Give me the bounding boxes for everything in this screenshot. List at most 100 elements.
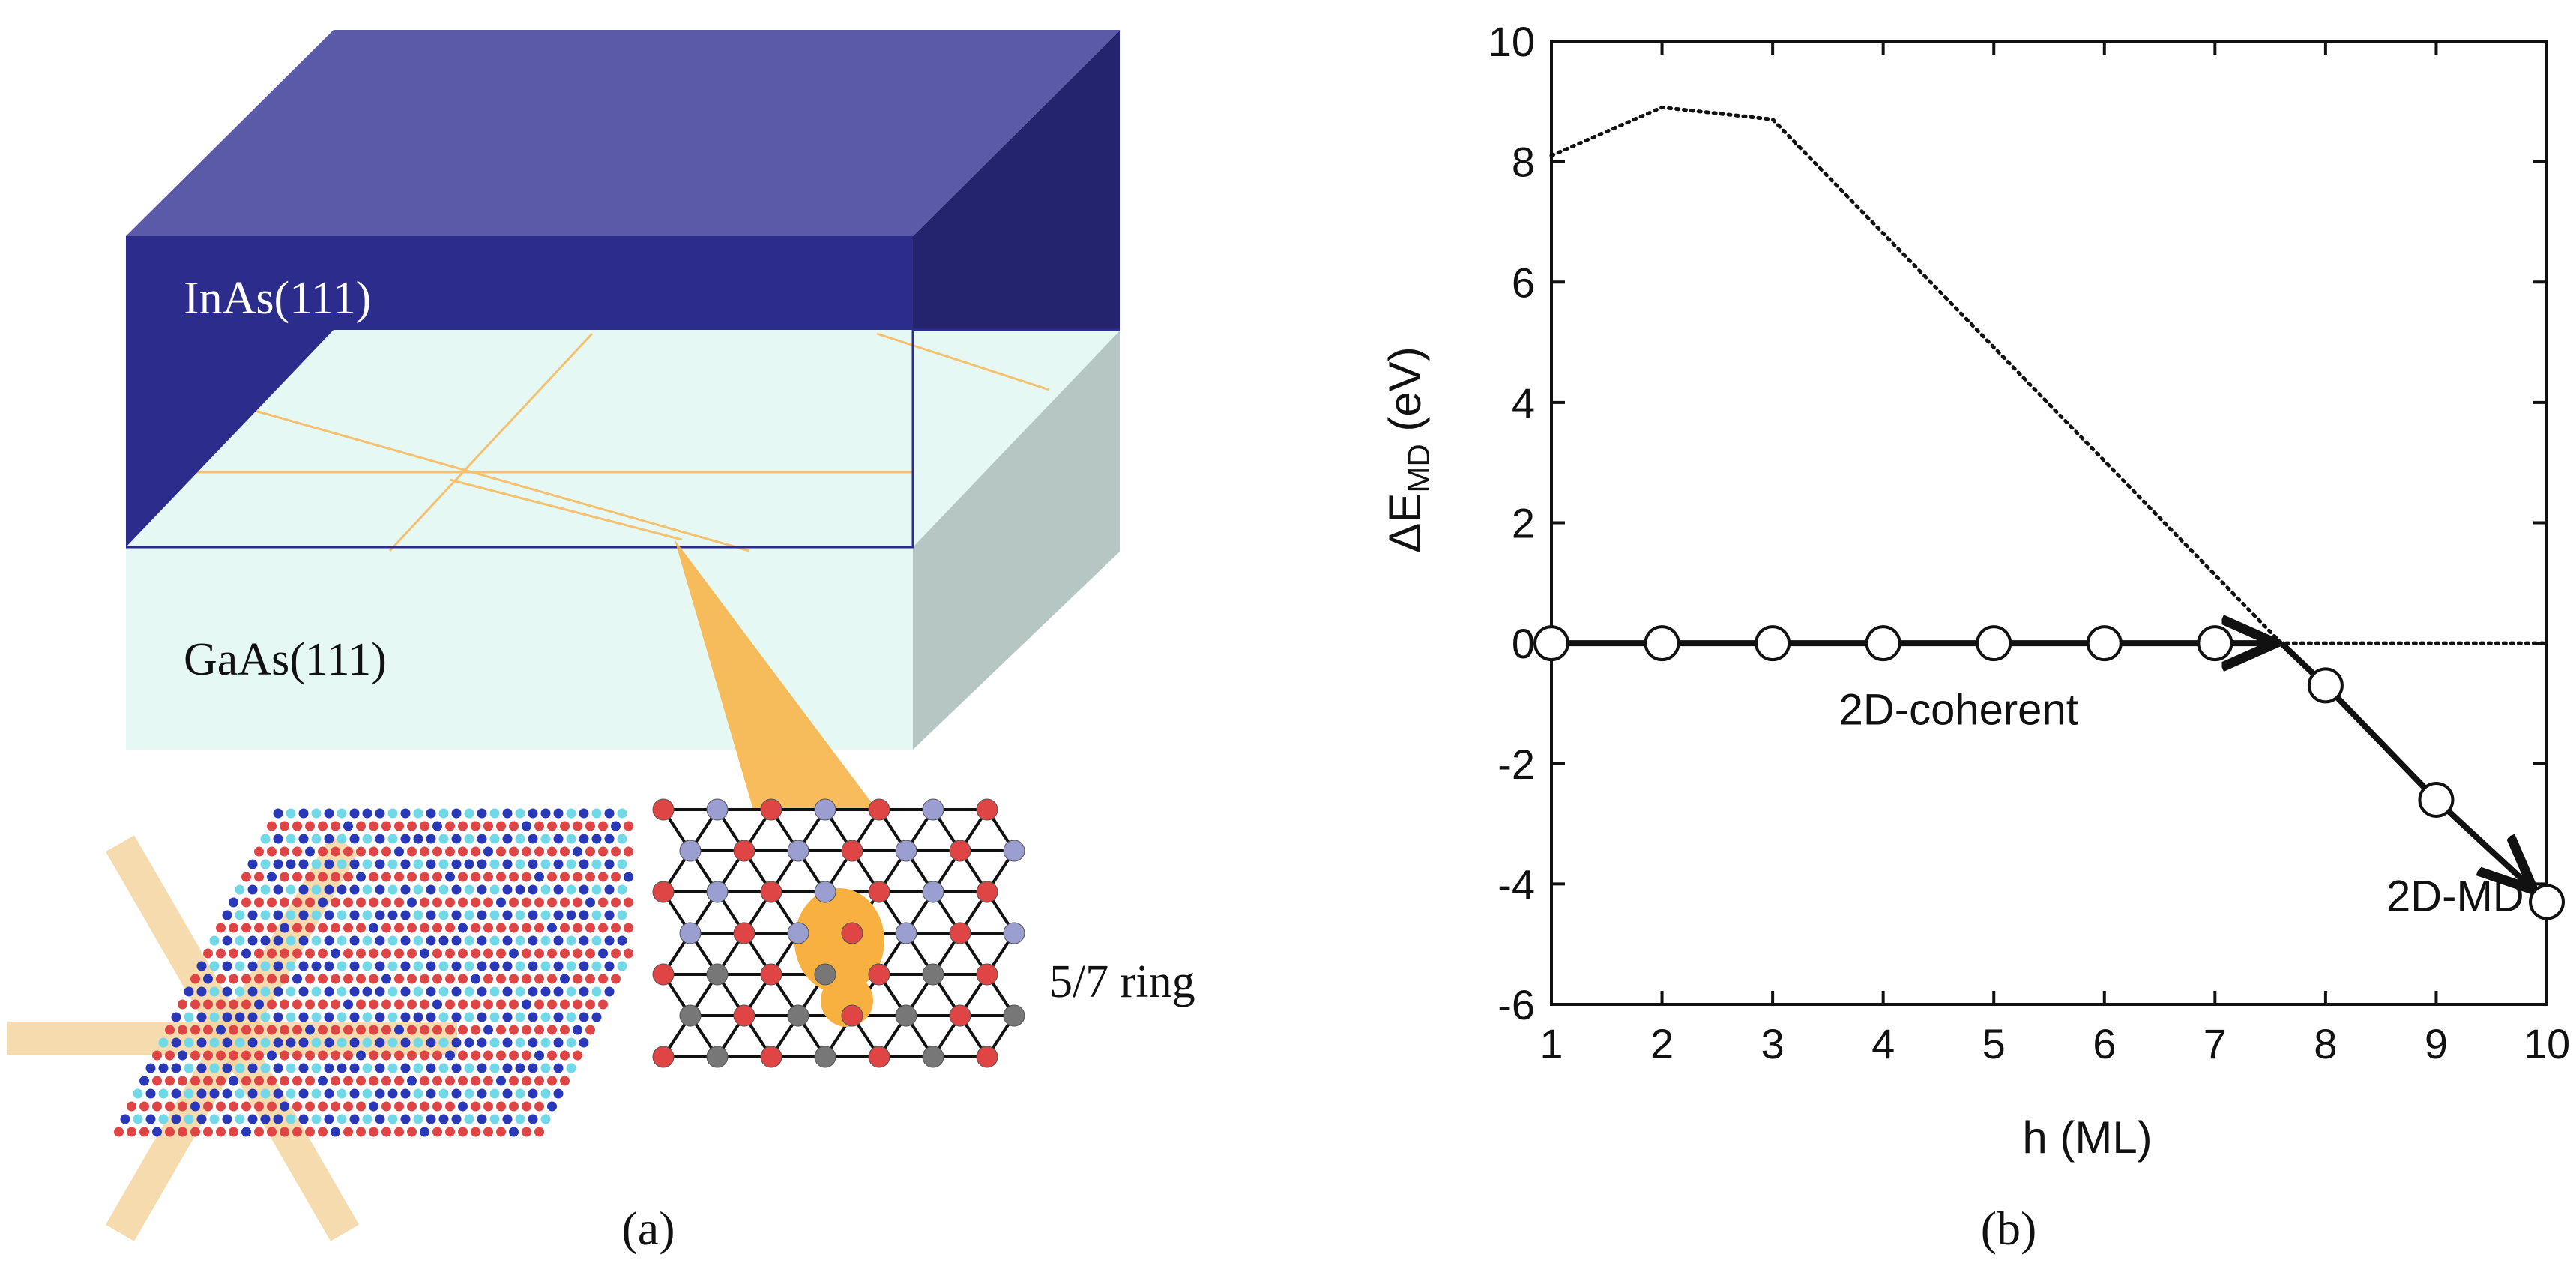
atom	[509, 1025, 519, 1035]
atom	[311, 1012, 322, 1022]
atom	[547, 1025, 557, 1035]
atom	[895, 1004, 917, 1027]
atom	[311, 1088, 322, 1099]
atom	[190, 1076, 200, 1086]
atom	[267, 923, 277, 933]
data-point-marker	[1644, 625, 1680, 662]
atom	[949, 922, 971, 944]
atom	[165, 1127, 175, 1137]
atom	[534, 1050, 544, 1061]
atom	[362, 884, 372, 895]
atom	[438, 1037, 449, 1048]
atom	[165, 1050, 175, 1061]
atom	[298, 859, 309, 869]
atom	[241, 974, 251, 984]
atom	[196, 1063, 207, 1073]
atom	[522, 1076, 531, 1086]
atom	[534, 948, 544, 959]
atom	[502, 884, 513, 895]
atom	[362, 961, 372, 971]
atom	[292, 1101, 302, 1112]
atom	[426, 884, 436, 895]
atom	[381, 1076, 391, 1086]
x-tick-label: 1	[1539, 1020, 1563, 1067]
atom	[280, 948, 289, 959]
atom	[343, 846, 353, 857]
x-axis-label: h (ML)	[2022, 1112, 2152, 1163]
atom	[509, 821, 519, 831]
atom	[222, 1063, 232, 1073]
atom	[547, 923, 557, 933]
atom	[184, 1037, 194, 1048]
atom	[298, 935, 309, 946]
atom	[356, 1101, 366, 1112]
atom	[337, 859, 347, 869]
dislocation-line	[247, 407, 750, 552]
atom	[254, 1050, 264, 1061]
atom	[311, 1114, 322, 1124]
atom	[273, 961, 283, 971]
atom	[611, 872, 621, 882]
atom	[305, 821, 315, 831]
atom	[420, 1101, 429, 1112]
atom	[553, 986, 564, 997]
atom	[483, 872, 493, 882]
atom	[496, 948, 506, 959]
atom	[464, 1114, 474, 1124]
atom	[196, 1114, 207, 1124]
atom	[566, 884, 576, 895]
atom	[585, 974, 595, 984]
zoom-highlight-wedge	[675, 540, 877, 810]
atom	[445, 846, 455, 857]
atom	[509, 1050, 519, 1061]
atom	[547, 872, 557, 882]
atom	[381, 872, 391, 882]
atom	[451, 1012, 462, 1022]
atom	[178, 1076, 187, 1086]
atom	[241, 923, 251, 933]
atom	[489, 859, 500, 869]
atom	[560, 999, 570, 1010]
atom	[471, 1101, 480, 1112]
atom	[241, 1050, 251, 1061]
atom	[318, 1101, 328, 1112]
atom	[515, 935, 525, 946]
atom	[534, 1127, 544, 1137]
atom	[356, 897, 366, 908]
atom	[247, 1088, 258, 1099]
atom	[426, 986, 436, 997]
atom	[190, 1101, 200, 1112]
atom	[477, 986, 487, 997]
atom	[438, 808, 449, 819]
atom	[280, 923, 289, 933]
atom	[868, 881, 890, 903]
atom	[349, 859, 360, 869]
atom	[579, 834, 589, 844]
atom	[292, 923, 302, 933]
atom	[286, 961, 296, 971]
atom	[286, 808, 296, 819]
atom	[1003, 840, 1025, 862]
atom	[349, 1063, 360, 1073]
atom	[286, 1063, 296, 1073]
atom	[591, 935, 602, 946]
atom	[471, 1025, 480, 1035]
gaas-label: GaAs(111)	[184, 634, 387, 685]
atom	[375, 834, 385, 844]
atom	[438, 1114, 449, 1124]
atom	[471, 974, 480, 984]
atom	[158, 1088, 169, 1099]
atom	[337, 1088, 347, 1099]
atom	[292, 999, 302, 1010]
atom	[489, 1088, 500, 1099]
atom	[247, 910, 258, 920]
atom	[483, 1025, 493, 1035]
atomic-lattice-plan-view	[7, 808, 633, 1241]
atom	[477, 884, 487, 895]
atom	[254, 999, 264, 1010]
atom	[369, 1076, 378, 1086]
atom	[547, 948, 557, 959]
atom	[235, 935, 245, 946]
inas-label: InAs(111)	[184, 273, 371, 324]
atom	[522, 872, 531, 882]
